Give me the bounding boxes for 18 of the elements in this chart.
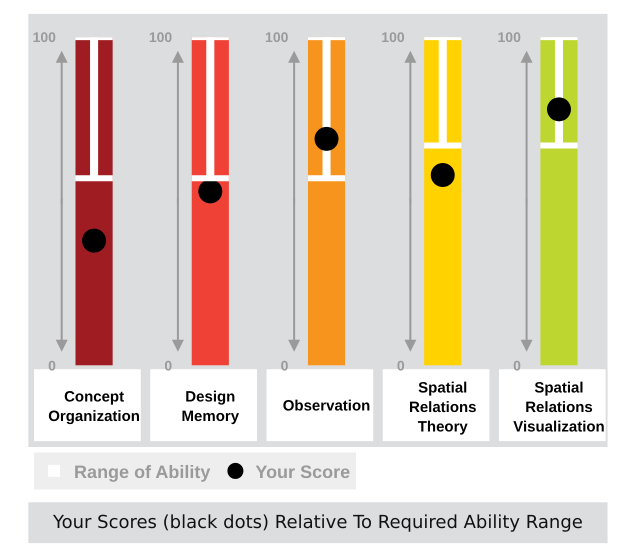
x-tick-label: Observation <box>282 397 370 414</box>
text: Your Scores (black dots) Relative To Required Ability Range <box>52 512 583 533</box>
y-tick-label: 0 <box>396 357 405 374</box>
y-tick-label: 0 <box>513 357 522 374</box>
y-tick-label: 100 <box>381 29 405 46</box>
y-tick-label: 0 <box>280 357 289 374</box>
y-tick-label: 100 <box>148 29 172 46</box>
y-tick-label: 100 <box>498 29 522 46</box>
x-tick-label: Spatial Relations Theory <box>408 379 477 436</box>
legend-label: Your Score <box>255 462 350 482</box>
x-tick-label: Spatial Relations Visualization <box>513 379 605 436</box>
y-tick-label: 0 <box>48 357 56 374</box>
y-tick-label: 0 <box>164 357 172 374</box>
x-tick-label: Design Memory <box>182 388 240 425</box>
y-tick-label: 100 <box>265 29 289 46</box>
legend-label: Range of Ability <box>74 462 210 482</box>
x-tick-label: Concept Organization <box>48 388 140 425</box>
y-tick-label: 100 <box>32 29 56 46</box>
